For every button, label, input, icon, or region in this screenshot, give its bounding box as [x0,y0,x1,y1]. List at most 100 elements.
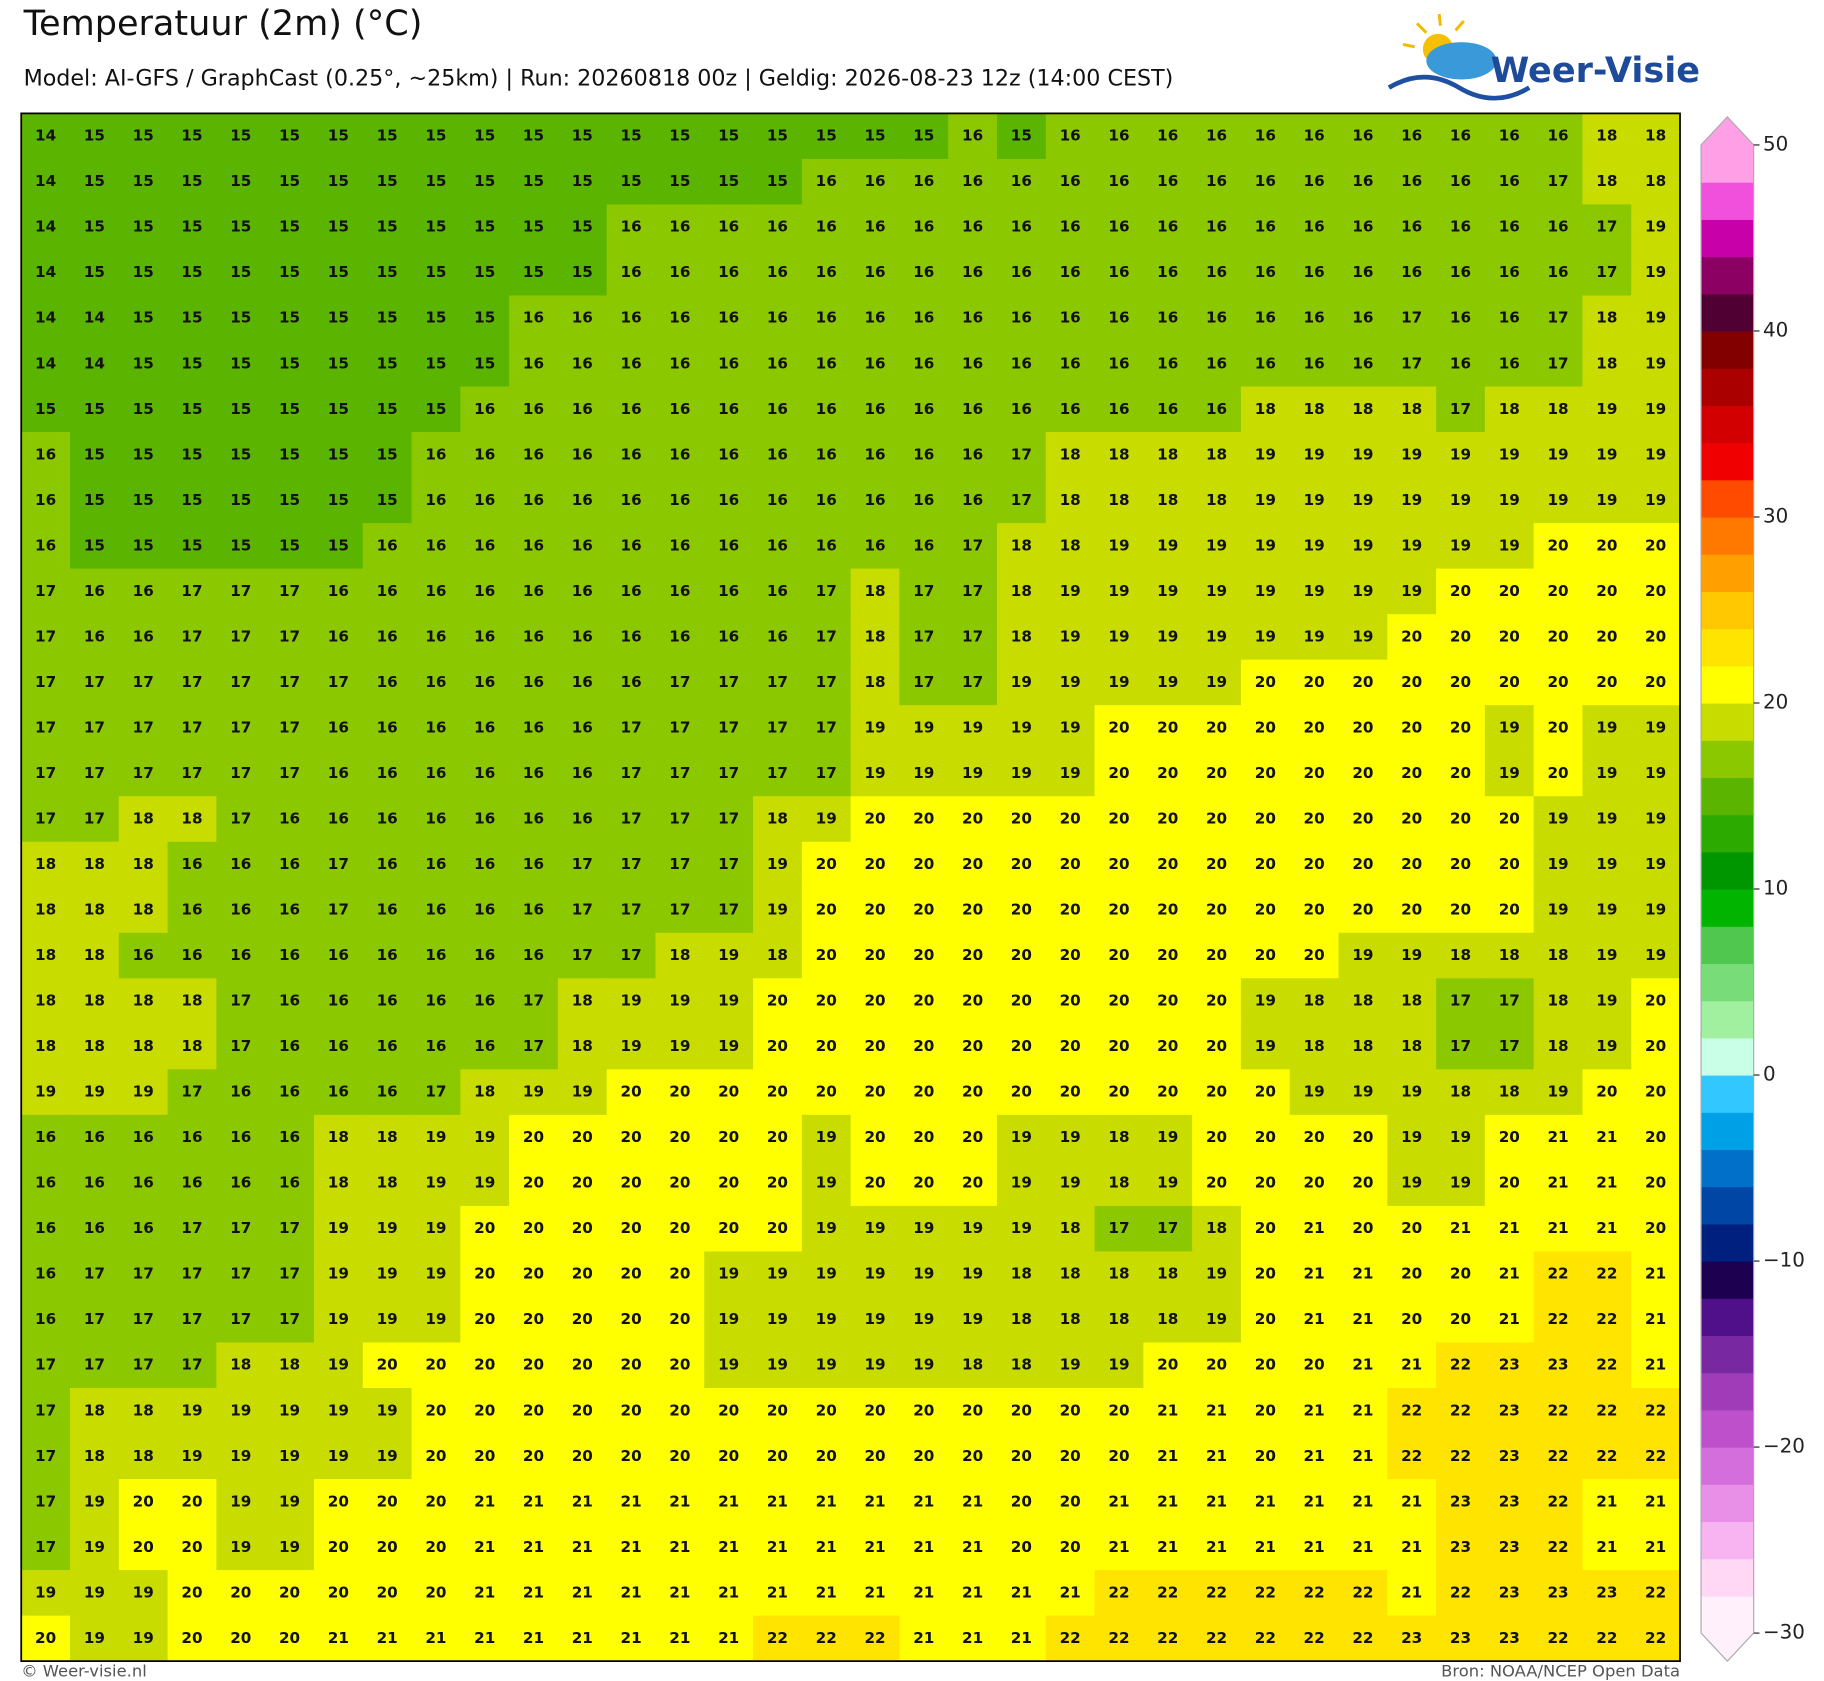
cell-value: 20 [230,1629,251,1647]
grid-cell [1045,1433,1096,1480]
cell-value: 20 [1352,809,1373,827]
grid-cell [313,796,364,843]
grid-cell [557,1433,608,1480]
cell-value: 17 [84,1310,105,1328]
cell-value: 18 [1304,992,1325,1010]
grid-cell [1484,477,1535,524]
cell-value: 16 [864,309,885,327]
grid-cell [996,158,1047,206]
grid-cell [167,568,218,615]
cell-value: 20 [816,901,837,919]
cell-value: 19 [1108,536,1129,554]
cell-value: 20 [1108,946,1129,964]
cell-value: 20 [1645,536,1666,554]
cell-value: 16 [1060,354,1081,372]
grid-cell [265,932,315,980]
cell-value: 22 [1547,1447,1568,1465]
grid-cell [1436,705,1486,752]
cell-value: 18 [1547,946,1568,964]
grid-cell [1436,659,1486,706]
grid-cell [460,386,510,433]
grid-cell [167,1524,218,1571]
grid-cell [704,340,754,388]
colorbar-band [1701,665,1754,704]
cell-value: 16 [572,536,593,554]
cell-value: 17 [1450,992,1471,1010]
grid-cell [1582,1342,1632,1389]
grid-cell [996,750,1047,797]
cell-value: 18 [1499,946,1520,964]
grid-cell [1484,841,1535,888]
cell-value: 20 [1645,1083,1666,1101]
grid-cell [1338,750,1388,797]
cell-value: 19 [328,1401,349,1419]
grid-cell [557,1069,608,1116]
grid-cell [1631,1069,1681,1116]
cell-value: 18 [1645,127,1666,145]
cell-value: 15 [328,218,349,236]
grid-cell [313,659,364,706]
cell-value: 17 [230,1310,251,1328]
cell-value: 15 [669,127,690,145]
cell-value: 19 [1352,491,1373,509]
cell-value: 16 [474,1037,495,1055]
grid-cell [1192,1615,1242,1662]
cell-value: 21 [913,1492,934,1510]
cell-value: 21 [767,1492,788,1510]
cell-value: 20 [1304,1174,1325,1192]
grid-cell [167,1114,218,1162]
cell-value: 18 [133,855,154,873]
grid-cell [21,1069,71,1116]
cell-value: 22 [1450,1401,1471,1419]
grid-cell [1094,1570,1145,1617]
grid-cell [167,887,218,934]
cell-value: 17 [621,901,642,919]
grid-cell [655,1387,705,1435]
grid-cell [1631,1205,1681,1253]
grid-cell [118,1296,169,1344]
cell-value: 17 [35,1538,56,1556]
cell-value: 18 [1011,1310,1032,1328]
grid-cell [655,523,705,570]
grid-cell [1533,1069,1584,1116]
grid-cell [265,1069,315,1116]
cell-value: 21 [1157,1401,1178,1419]
cell-value: 19 [328,1310,349,1328]
cell-value: 18 [328,1174,349,1192]
grid-cell [801,568,852,615]
grid-cell [313,1524,364,1571]
cell-value: 19 [767,901,788,919]
colorbar-band [1701,405,1754,444]
cell-value: 23 [1499,1583,1520,1601]
cell-value: 17 [572,946,593,964]
cell-value: 18 [133,1401,154,1419]
cell-value: 17 [84,809,105,827]
cell-value: 18 [84,946,105,964]
cell-value: 19 [425,1310,446,1328]
cell-value: 21 [864,1583,885,1601]
grid-cell [1192,1251,1242,1298]
colorbar-band [1701,293,1754,332]
grid-cell [1582,1615,1632,1662]
cell-value: 21 [572,1492,593,1510]
cell-value: 17 [962,673,983,691]
grid-cell [655,705,705,752]
cell-value: 17 [84,1356,105,1374]
cell-value: 19 [913,1265,934,1283]
cell-value: 19 [1060,718,1081,736]
grid-cell [216,477,266,524]
cell-value: 20 [181,1538,202,1556]
cell-value: 15 [279,400,300,418]
grid-cell [753,1296,803,1344]
grid-cell [509,1479,559,1526]
cell-value: 19 [1401,1128,1422,1146]
cell-value: 18 [1108,1128,1129,1146]
cell-value: 16 [425,855,446,873]
cell-value: 17 [279,582,300,600]
grid-cell [509,432,559,479]
cell-value: 19 [1157,536,1178,554]
grid-cell [1533,978,1584,1025]
cell-value: 21 [1352,1492,1373,1510]
cell-value: 15 [84,172,105,190]
grid-cell [460,932,510,980]
